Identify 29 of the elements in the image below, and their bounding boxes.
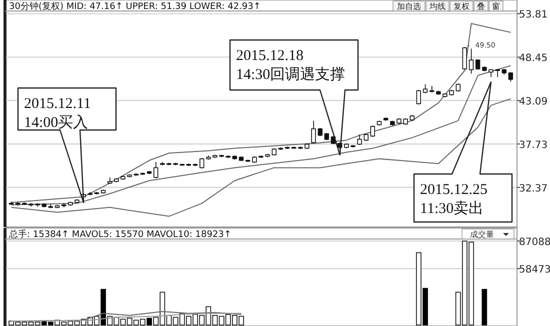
annotation: 成交量	[470, 230, 494, 239]
y-tick-label: 58473	[519, 264, 550, 276]
candlestick	[311, 120, 316, 144]
candlestick	[370, 125, 375, 138]
candlestick	[508, 72, 513, 82]
chart-title: 30分钟(复权) MID: 47.16↑ UPPER: 51.39 LOWER: 42.93↑	[9, 1, 261, 12]
bar	[482, 288, 488, 326]
text: 加自选	[397, 2, 421, 11]
candlestick	[200, 158, 204, 169]
y-tick-label: 43.09	[519, 96, 548, 108]
y-tick-label: 48.45	[519, 53, 548, 64]
chart-title: 总手: 15384↑ MAVOL5: 15570 MAVOL10: 18923↑	[8, 229, 232, 240]
candlestick	[357, 134, 362, 146]
y-tick-label: 53.81	[519, 10, 548, 21]
y-tick-label: 32.37	[519, 183, 548, 194]
text: 窗	[492, 2, 500, 11]
text: 复权	[454, 2, 470, 11]
candlestick	[468, 48, 474, 74]
annotation: 2015.12.11 14:00买入	[24, 96, 91, 131]
annotation: 2015.12.25 11:30卖出	[420, 182, 488, 217]
annotation: 2015.12.18 14:30回调遇支撑	[236, 48, 346, 83]
y-tick-label: 87088	[519, 237, 550, 248]
candlestick	[416, 90, 421, 105]
text: 均线	[428, 2, 446, 11]
y-tick-label: 37.73	[519, 140, 548, 151]
candlestick	[430, 86, 434, 93]
text: 叠	[477, 2, 485, 11]
candlestick	[154, 162, 158, 179]
candlestick	[462, 46, 467, 70]
